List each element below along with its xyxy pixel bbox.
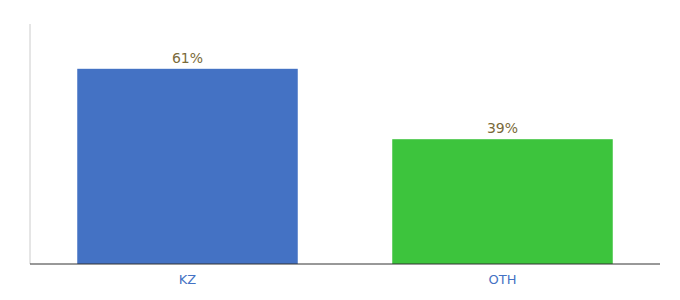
x-tick-label: KZ [179, 272, 197, 287]
bars [77, 69, 613, 264]
data-label: 39% [487, 120, 518, 136]
x-tick-label: OTH [489, 272, 517, 287]
x-axis-line [30, 264, 660, 265]
chart-container: KZ OTH 61% 39% [0, 0, 680, 300]
chart-svg: KZ OTH 61% 39% [0, 0, 680, 300]
bar [392, 139, 613, 264]
bar [77, 69, 298, 264]
data-label: 61% [172, 50, 203, 66]
y-axis-line [30, 24, 31, 264]
